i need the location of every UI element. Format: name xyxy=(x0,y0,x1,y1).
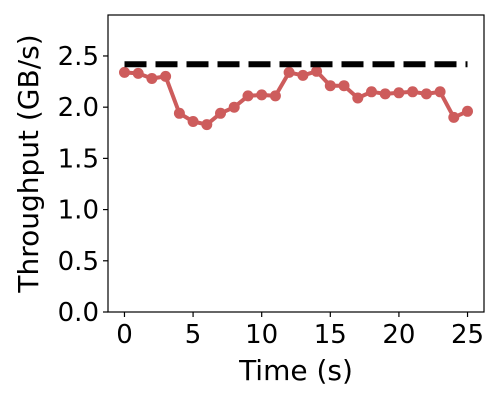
data-point xyxy=(201,119,213,131)
data-point xyxy=(160,70,172,82)
data-point xyxy=(462,105,473,117)
data-point xyxy=(297,69,309,81)
data-point xyxy=(352,92,364,104)
x-tick-label: 0 xyxy=(116,320,133,350)
data-point xyxy=(132,67,144,79)
data-point xyxy=(173,107,185,119)
data-point xyxy=(256,89,268,101)
y-tick-label: 2.0 xyxy=(58,93,99,123)
plot-marks xyxy=(119,61,473,131)
y-tick-label: 1.0 xyxy=(58,196,99,226)
data-point xyxy=(119,66,130,78)
data-point xyxy=(146,73,158,84)
axis-ticks: 0 5 10 15 20 25 0.0 0.5 1.0 1.5 2.0 2.5 xyxy=(58,42,484,350)
y-tick-label: 2.5 xyxy=(58,42,99,72)
data-point xyxy=(311,65,323,77)
data-point xyxy=(187,116,199,127)
x-axis-label: Time (s) xyxy=(238,354,353,387)
data-point xyxy=(407,86,419,98)
data-point xyxy=(420,88,432,100)
data-point xyxy=(228,101,240,113)
data-point xyxy=(215,107,226,119)
data-point xyxy=(324,80,336,92)
y-tick-label: 0.0 xyxy=(58,298,99,328)
data-point xyxy=(379,88,391,100)
data-point xyxy=(366,86,377,98)
x-tick-label: 20 xyxy=(382,320,415,350)
data-point xyxy=(338,80,350,92)
y-axis-label: Throughput (GB/s) xyxy=(12,34,45,293)
data-point xyxy=(448,111,460,123)
y-tick-label: 0.5 xyxy=(58,247,99,277)
data-point xyxy=(242,90,254,102)
x-tick-label: 25 xyxy=(451,320,484,350)
data-point xyxy=(269,90,281,102)
data-point xyxy=(393,87,405,99)
x-tick-label: 5 xyxy=(185,320,202,350)
x-tick-label: 15 xyxy=(314,320,347,350)
data-point xyxy=(283,66,295,78)
x-tick-label: 10 xyxy=(245,320,278,350)
y-tick-label: 1.5 xyxy=(58,144,99,174)
plot-frame xyxy=(107,14,485,313)
data-point xyxy=(434,86,446,98)
